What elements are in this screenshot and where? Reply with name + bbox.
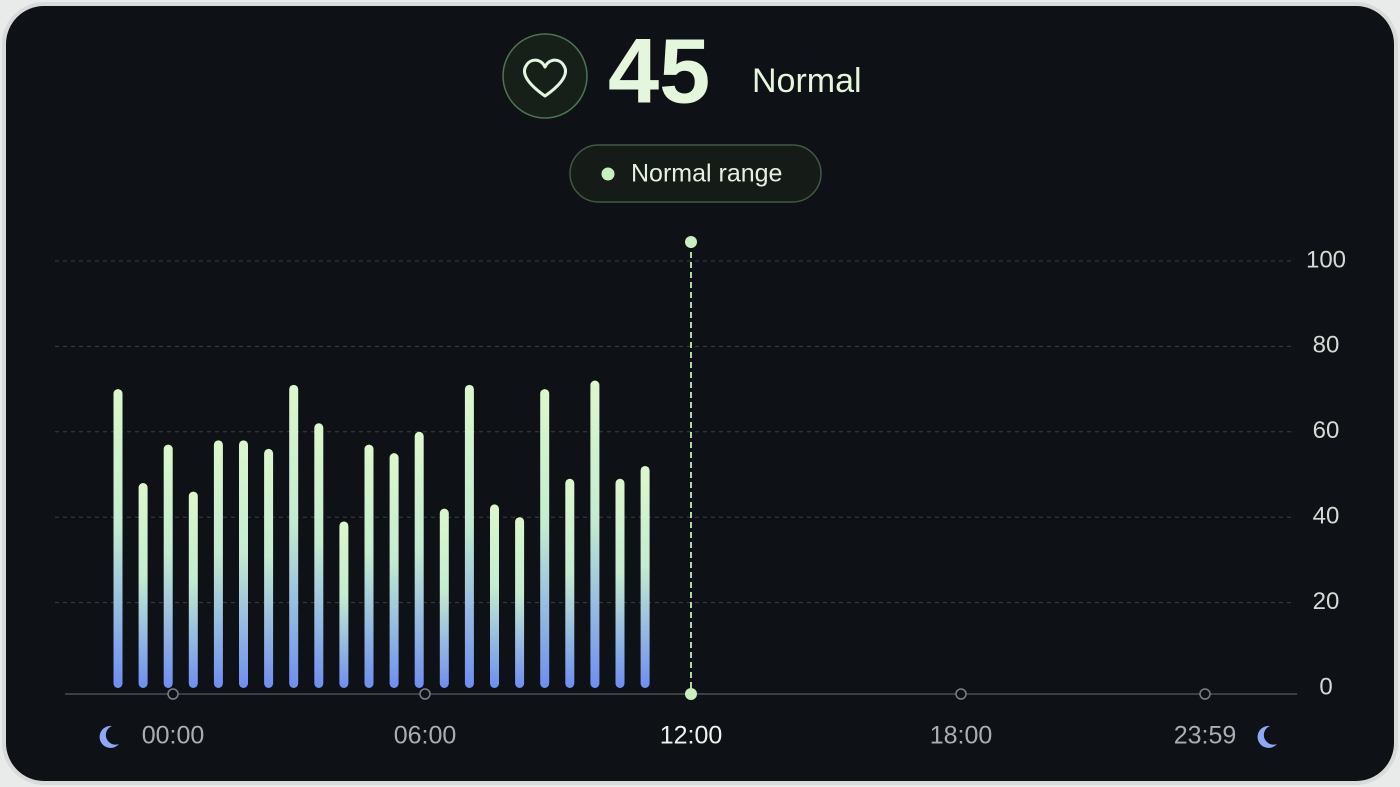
bar bbox=[264, 448, 274, 688]
bar bbox=[213, 440, 223, 688]
bar bbox=[490, 504, 499, 688]
bar bbox=[339, 521, 349, 688]
plot: 0 20 40 60 80 100 00:00 06:00 12:00 18:00 23:59 bbox=[55, 236, 1346, 750]
bar bbox=[289, 384, 299, 688]
bar bbox=[439, 508, 449, 688]
y-tick-label: 100 bbox=[1306, 246, 1346, 273]
bar bbox=[113, 389, 123, 688]
x-tick-label: 06:00 bbox=[394, 722, 457, 750]
bar bbox=[364, 444, 374, 688]
heart-badge bbox=[502, 33, 588, 119]
bar bbox=[464, 384, 474, 688]
y-tick-label: 20 bbox=[1313, 588, 1340, 615]
current-time-dot bbox=[685, 688, 697, 700]
bar bbox=[138, 483, 148, 688]
bar bbox=[590, 380, 600, 688]
bar bbox=[640, 465, 650, 688]
y-tick-label: 80 bbox=[1313, 332, 1340, 359]
range-dot bbox=[601, 167, 615, 181]
moon-icon bbox=[1257, 725, 1277, 748]
range-pill bbox=[569, 144, 822, 203]
bar bbox=[239, 440, 248, 688]
moon-icon bbox=[99, 725, 119, 748]
x-axis-dot bbox=[167, 688, 179, 700]
bar bbox=[615, 478, 625, 688]
x-tick-label: 23:59 bbox=[1174, 722, 1237, 750]
y-tick-label: 60 bbox=[1313, 417, 1340, 444]
bar bbox=[414, 431, 424, 688]
range-label: Normal range bbox=[631, 160, 782, 188]
x-axis-dot bbox=[955, 688, 967, 700]
x-tick-label: 00:00 bbox=[142, 722, 205, 750]
bar bbox=[515, 517, 525, 688]
x-tick-label: 12:00 bbox=[660, 722, 723, 750]
bar bbox=[188, 491, 198, 688]
bar bbox=[163, 444, 173, 688]
x-tick-label: 18:00 bbox=[930, 722, 993, 750]
y-tick-label: 0 bbox=[1319, 673, 1332, 700]
bar bbox=[565, 478, 575, 688]
y-tick-label: 40 bbox=[1313, 503, 1340, 530]
panel bbox=[6, 6, 1394, 781]
x-axis-dot bbox=[419, 688, 431, 700]
bar bbox=[540, 389, 550, 688]
x-axis-dot bbox=[1199, 688, 1211, 700]
bar bbox=[389, 453, 399, 688]
heart-rate-value: 45 bbox=[608, 20, 710, 122]
bar bbox=[314, 423, 324, 688]
current-time-head bbox=[685, 236, 697, 248]
heart-icon bbox=[522, 58, 568, 98]
heart-rate-status: Normal bbox=[752, 62, 862, 100]
